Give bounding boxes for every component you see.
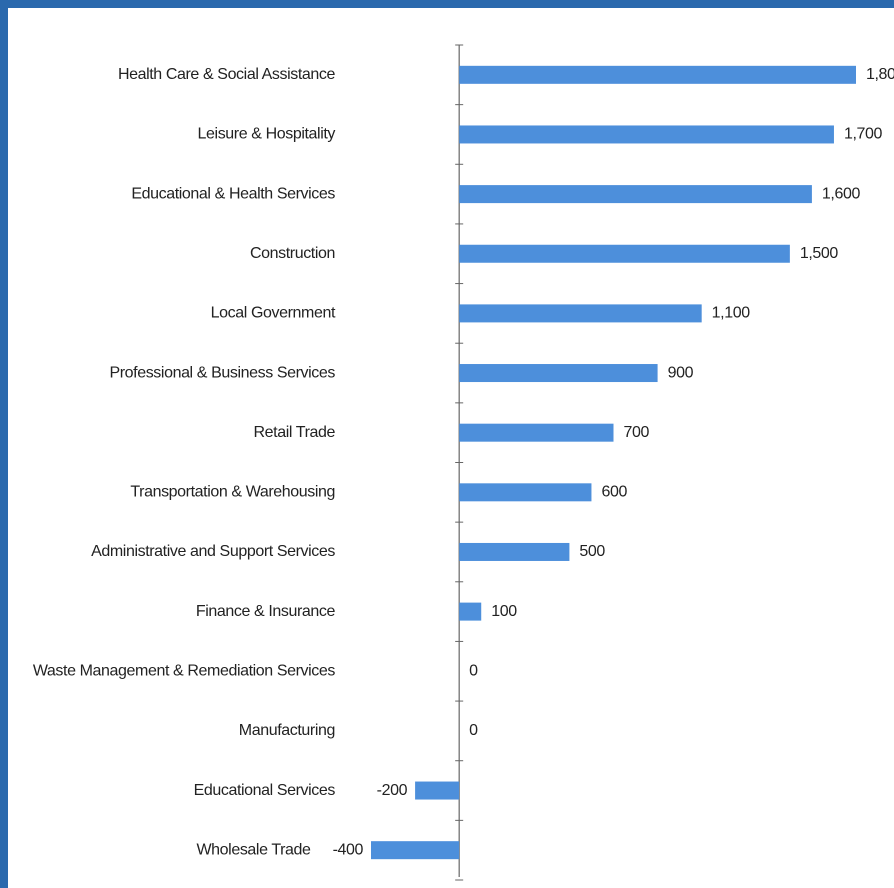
category-label: Construction [250,245,335,262]
value-label: 600 [601,484,627,501]
bar [459,364,658,383]
category-label: Waste Management & Remediation Services [33,662,336,679]
value-label: 1,100 [712,305,751,322]
category-label: Finance & Insurance [196,603,336,620]
bar [459,125,834,144]
bar [415,781,460,800]
value-label: 1,700 [844,126,883,143]
category-label: Educational & Health Services [131,185,335,202]
value-label: 1,800 [866,66,894,83]
bar [459,602,482,621]
value-label: 1,600 [822,185,861,202]
bar [459,185,812,204]
category-label: Transportation & Warehousing [130,484,335,501]
chart-background [8,8,894,888]
category-label: Wholesale Trade [196,841,311,858]
category-label: Retail Trade [254,424,336,441]
bar [459,483,592,502]
category-label: Health Care & Social Assistance [118,66,336,83]
category-label: Professional & Business Services [109,364,335,381]
category-label: Leisure & Hospitality [198,126,336,143]
bar [459,65,856,84]
bar [459,244,790,263]
value-label: -200 [377,782,408,799]
value-label: 1,500 [800,245,839,262]
value-label: 900 [668,364,694,381]
value-label: 0 [469,662,478,679]
category-label: Educational Services [194,782,336,799]
bar [459,542,570,561]
category-label: Local Government [211,305,336,322]
value-label: 700 [624,424,650,441]
category-label: Manufacturing [239,722,335,739]
value-label: 500 [579,543,605,560]
bar [459,304,702,323]
value-label: 0 [469,722,478,739]
bar [459,423,614,442]
bar [371,841,460,860]
value-label: -400 [333,841,364,858]
value-label: 100 [491,603,517,620]
category-label: Administrative and Support Services [91,543,335,560]
